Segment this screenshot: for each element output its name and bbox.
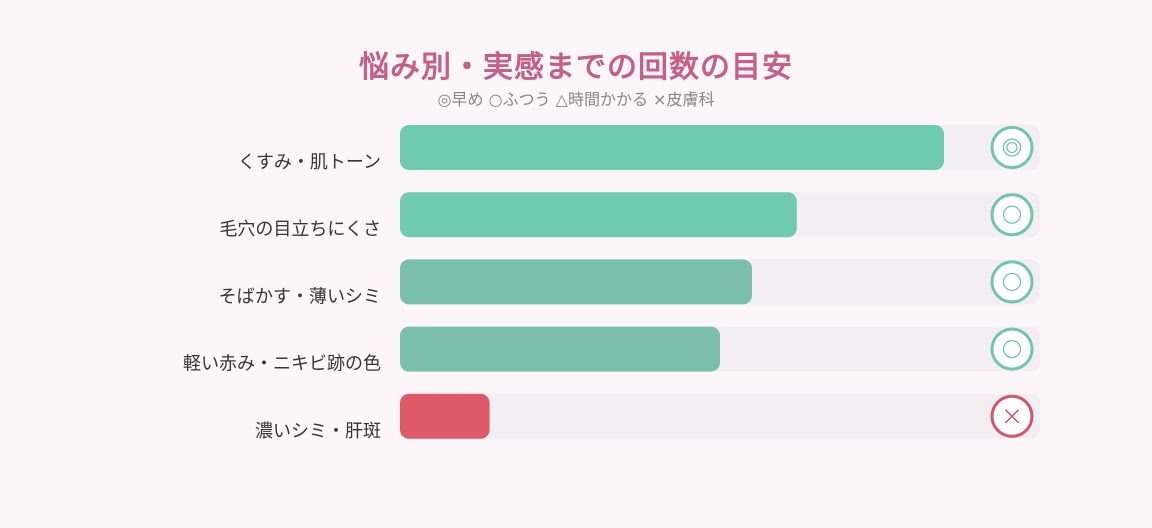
rating-circle	[990, 193, 1034, 237]
bar	[400, 393, 490, 439]
category-label: くすみ・肌トーン	[238, 152, 381, 173]
cross-icon	[1004, 409, 1020, 424]
rating-badge	[990, 126, 1034, 169]
bar	[400, 125, 944, 170]
bar-track	[400, 393, 1040, 439]
category-label: 軽い赤み・ニキビ跡の色	[183, 354, 381, 375]
rating-circle	[990, 260, 1034, 304]
rating-badge	[990, 327, 1034, 371]
rating-badge	[990, 260, 1034, 304]
category-label: そばかす・薄いシミ	[219, 286, 381, 307]
bar	[400, 192, 797, 238]
chart-subtitle: ◎早め ○ふつう △時間かかる ×皮膚科	[437, 90, 715, 109]
rating-circle	[990, 327, 1034, 371]
double-circle-outer-icon	[1002, 138, 1022, 157]
chart-title: 悩み別・実感までの回数の目安	[359, 50, 793, 85]
rating-badge	[990, 193, 1034, 237]
category-label: 濃いシミ・肝斑	[255, 421, 381, 442]
bar	[400, 259, 752, 305]
circle-icon	[1002, 272, 1022, 292]
category-label: 毛穴の目立ちにくさ	[219, 219, 381, 240]
circle-icon	[1002, 205, 1022, 224]
rating-circle	[990, 126, 1034, 169]
double-circle-inner-icon	[1006, 141, 1018, 154]
bar	[400, 326, 720, 372]
rating-badge	[990, 394, 1034, 438]
circle-icon	[1002, 339, 1022, 359]
